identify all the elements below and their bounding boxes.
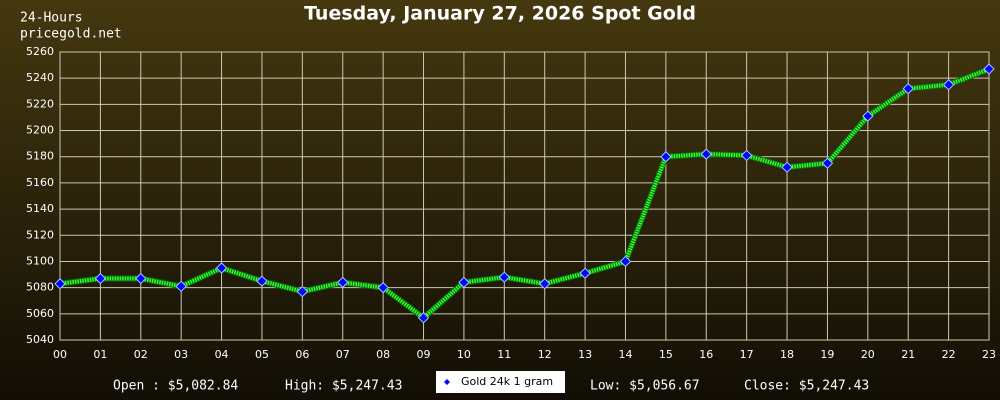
y-tick-label: 5140 <box>26 202 54 215</box>
point-marker <box>619 255 632 268</box>
series-line-hatch <box>59 67 990 321</box>
legend-box <box>436 371 565 393</box>
x-tick-label: 13 <box>578 348 592 361</box>
y-tick-label: 5200 <box>26 124 54 137</box>
x-tick-label: 03 <box>174 348 188 361</box>
footer-open: Open : $5,082.84 <box>113 379 238 394</box>
point-marker <box>215 262 228 274</box>
x-tick-label: 05 <box>255 348 269 361</box>
x-tick-label: 01 <box>93 348 107 361</box>
y-tick-label: 5160 <box>26 176 54 189</box>
point-marker <box>902 82 914 95</box>
point-marker <box>296 285 309 298</box>
x-tick-label: 22 <box>942 348 956 361</box>
point-marker <box>377 281 389 294</box>
x-tick-label: 23 <box>982 348 996 361</box>
y-tick-label: 5260 <box>26 45 54 58</box>
point-marker <box>862 110 874 122</box>
point-marker <box>983 63 995 75</box>
x-tick-label: 14 <box>618 348 632 361</box>
x-tick-label: 12 <box>538 348 552 361</box>
point-marker <box>94 272 107 285</box>
x-tick-label: 18 <box>780 348 794 361</box>
point-marker <box>337 276 349 289</box>
y-tick-label: 5180 <box>26 150 54 163</box>
footer-low: Low: $5,056.67 <box>590 379 700 394</box>
x-tick-label: 17 <box>740 348 754 361</box>
x-tick-label: 11 <box>497 348 511 361</box>
x-tick-label: 19 <box>820 348 834 361</box>
point-marker <box>740 149 753 162</box>
point-marker <box>54 278 66 290</box>
x-tick-label: 15 <box>659 348 673 361</box>
x-tick-label: 16 <box>699 348 713 361</box>
plot-frame <box>59 51 990 341</box>
point-marker <box>498 271 511 283</box>
point-marker <box>781 161 793 173</box>
point-marker <box>458 276 470 289</box>
x-tick-label: 02 <box>134 348 148 361</box>
y-tick-label: 5100 <box>26 254 54 267</box>
y-tick-label: 5060 <box>26 307 54 320</box>
point-marker <box>579 267 591 279</box>
legend-label: Gold 24k 1 gram <box>461 375 553 388</box>
x-tick-label: 07 <box>336 348 350 361</box>
legend-marker <box>444 379 450 385</box>
point-marker <box>417 312 430 324</box>
footer-close: Close: $5,247.43 <box>744 379 869 394</box>
x-tick-label: 10 <box>457 348 471 361</box>
point-marker <box>700 148 712 160</box>
x-tick-label: 21 <box>901 348 915 361</box>
point-marker <box>175 280 187 293</box>
x-tick-label: 09 <box>417 348 431 361</box>
subtitle: 24-Hours <box>20 11 83 26</box>
y-tick-label: 5120 <box>26 228 54 241</box>
y-tick-label: 5240 <box>26 71 54 84</box>
point-marker <box>660 151 672 163</box>
y-tick-label: 5220 <box>26 97 54 110</box>
y-tick-label: 5040 <box>26 333 54 346</box>
x-tick-label: 08 <box>376 348 390 361</box>
x-tick-label: 06 <box>295 348 309 361</box>
x-tick-label: 00 <box>53 348 67 361</box>
point-marker <box>256 275 268 287</box>
x-tick-label: 04 <box>215 348 229 361</box>
y-tick-label: 5080 <box>26 281 54 294</box>
point-marker <box>135 272 147 285</box>
x-tick-label: 20 <box>861 348 875 361</box>
footer-high: High: $5,247.43 <box>285 379 402 394</box>
point-marker <box>538 278 551 290</box>
chart-title: Tuesday, January 27, 2026 Spot Gold <box>304 3 696 25</box>
source: pricegold.net <box>20 27 122 42</box>
point-marker <box>942 79 955 91</box>
point-marker <box>821 157 834 169</box>
